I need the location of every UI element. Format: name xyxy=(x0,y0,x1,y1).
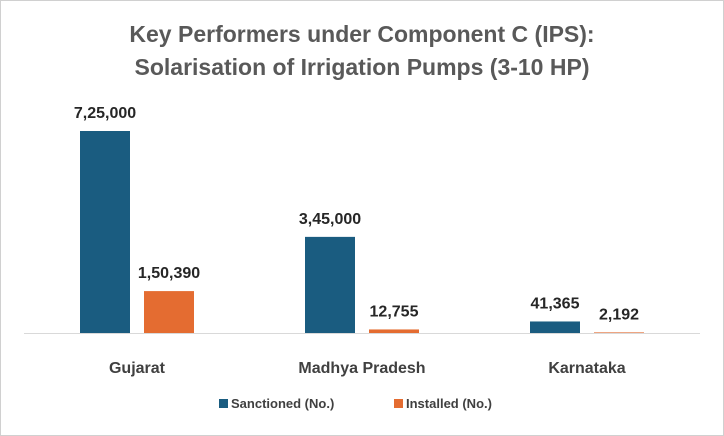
legend-label-installed-no: Installed (No.) xyxy=(406,396,492,411)
bar-sanctioned-no-1 xyxy=(80,131,130,333)
category-label-1: Gujarat xyxy=(109,360,166,377)
bar-installed-no-1 xyxy=(144,291,194,333)
category-label-3: Karnataka xyxy=(548,360,625,377)
data-label-sanctioned-no-2: 3,45,000 xyxy=(299,211,361,228)
legend-swatch-sanctioned-no xyxy=(219,399,228,408)
legend-label-sanctioned-no: Sanctioned (No.) xyxy=(231,396,334,411)
data-label-sanctioned-no-1: 7,25,000 xyxy=(74,105,136,122)
category-label-2: Madhya Pradesh xyxy=(298,360,425,377)
bar-installed-no-3 xyxy=(594,332,644,333)
data-label-installed-no-3: 2,192 xyxy=(599,306,639,323)
data-label-installed-no-1: 1,50,390 xyxy=(138,265,200,282)
data-label-sanctioned-no-3: 41,365 xyxy=(531,295,580,312)
legend-swatch-installed-no xyxy=(394,399,403,408)
chart-title-line-1: Key Performers under Component C (IPS): xyxy=(129,21,595,47)
bar-sanctioned-no-3 xyxy=(530,321,580,333)
chart-title-line-2: Solarisation of Irrigation Pumps (3-10 H… xyxy=(134,54,590,80)
data-label-installed-no-2: 12,755 xyxy=(370,303,419,320)
bar-installed-no-2 xyxy=(369,329,419,333)
bar-sanctioned-no-2 xyxy=(305,236,355,333)
chart-title: Key Performers under Component C (IPS): … xyxy=(0,18,724,84)
